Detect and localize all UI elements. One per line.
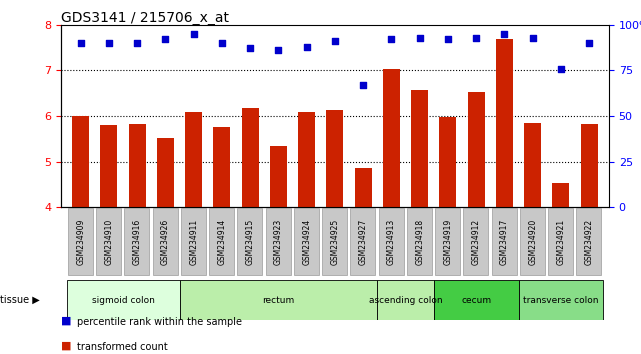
Text: GSM234926: GSM234926 bbox=[161, 218, 170, 265]
Point bbox=[443, 36, 453, 42]
FancyBboxPatch shape bbox=[435, 209, 460, 275]
Point bbox=[76, 40, 86, 46]
Text: GSM234915: GSM234915 bbox=[246, 218, 254, 265]
FancyBboxPatch shape bbox=[153, 209, 178, 275]
Point bbox=[528, 35, 538, 40]
Bar bbox=[553, 183, 569, 207]
Text: GSM234922: GSM234922 bbox=[585, 218, 594, 265]
FancyBboxPatch shape bbox=[96, 209, 121, 275]
Bar bbox=[468, 92, 485, 207]
Bar bbox=[383, 69, 400, 207]
Bar bbox=[157, 138, 174, 207]
Point bbox=[584, 40, 594, 46]
Text: transformed count: transformed count bbox=[77, 342, 168, 352]
Point bbox=[245, 46, 255, 51]
FancyBboxPatch shape bbox=[463, 209, 488, 275]
FancyBboxPatch shape bbox=[237, 209, 262, 275]
Text: GSM234924: GSM234924 bbox=[302, 218, 311, 265]
FancyBboxPatch shape bbox=[209, 209, 234, 275]
Text: ascending colon: ascending colon bbox=[369, 296, 442, 304]
Text: GSM234909: GSM234909 bbox=[76, 218, 85, 265]
Point bbox=[471, 35, 481, 40]
Text: GSM234916: GSM234916 bbox=[133, 218, 142, 265]
Bar bbox=[581, 124, 597, 207]
Bar bbox=[101, 125, 117, 207]
Point bbox=[556, 66, 566, 72]
Bar bbox=[496, 39, 513, 207]
Text: rectum: rectum bbox=[262, 296, 295, 304]
Text: GSM234913: GSM234913 bbox=[387, 218, 396, 265]
Text: GDS3141 / 215706_x_at: GDS3141 / 215706_x_at bbox=[61, 11, 229, 25]
Text: GSM234918: GSM234918 bbox=[415, 218, 424, 265]
FancyBboxPatch shape bbox=[434, 280, 519, 320]
Bar bbox=[411, 90, 428, 207]
Bar bbox=[213, 127, 230, 207]
Point bbox=[358, 82, 369, 88]
Point bbox=[387, 36, 397, 42]
FancyBboxPatch shape bbox=[68, 209, 93, 275]
Text: tissue ▶: tissue ▶ bbox=[0, 295, 40, 305]
Text: GSM234920: GSM234920 bbox=[528, 218, 537, 265]
FancyBboxPatch shape bbox=[266, 209, 290, 275]
FancyBboxPatch shape bbox=[179, 280, 378, 320]
Point bbox=[273, 47, 283, 53]
Text: GSM234917: GSM234917 bbox=[500, 218, 509, 265]
Text: ■: ■ bbox=[61, 341, 71, 350]
FancyBboxPatch shape bbox=[576, 209, 601, 275]
FancyBboxPatch shape bbox=[351, 209, 376, 275]
Bar bbox=[326, 110, 344, 207]
FancyBboxPatch shape bbox=[520, 209, 545, 275]
FancyBboxPatch shape bbox=[67, 280, 179, 320]
FancyBboxPatch shape bbox=[548, 209, 573, 275]
Bar bbox=[270, 145, 287, 207]
Point bbox=[160, 36, 171, 42]
Point bbox=[301, 44, 312, 50]
Text: GSM234911: GSM234911 bbox=[189, 218, 198, 265]
Point bbox=[188, 31, 199, 37]
Text: cecum: cecum bbox=[461, 296, 491, 304]
Text: GSM234912: GSM234912 bbox=[472, 218, 481, 265]
Point bbox=[132, 40, 142, 46]
Text: GSM234919: GSM234919 bbox=[444, 218, 453, 265]
Text: percentile rank within the sample: percentile rank within the sample bbox=[77, 318, 242, 327]
Text: transverse colon: transverse colon bbox=[523, 296, 599, 304]
FancyBboxPatch shape bbox=[379, 209, 404, 275]
Point bbox=[217, 40, 227, 46]
Bar bbox=[185, 112, 202, 207]
Text: sigmoid colon: sigmoid colon bbox=[92, 296, 154, 304]
Point bbox=[330, 38, 340, 44]
Bar bbox=[524, 123, 541, 207]
Bar bbox=[129, 124, 146, 207]
FancyBboxPatch shape bbox=[322, 209, 347, 275]
Text: GSM234910: GSM234910 bbox=[104, 218, 113, 265]
Point bbox=[499, 31, 510, 37]
Bar bbox=[440, 117, 456, 207]
Bar bbox=[242, 108, 259, 207]
Text: GSM234925: GSM234925 bbox=[330, 218, 340, 265]
FancyBboxPatch shape bbox=[492, 209, 517, 275]
Text: ■: ■ bbox=[61, 316, 71, 326]
Text: GSM234923: GSM234923 bbox=[274, 218, 283, 265]
FancyBboxPatch shape bbox=[407, 209, 432, 275]
FancyBboxPatch shape bbox=[294, 209, 319, 275]
Text: GSM234921: GSM234921 bbox=[556, 218, 565, 265]
Text: GSM234914: GSM234914 bbox=[217, 218, 226, 265]
Bar bbox=[354, 169, 372, 207]
FancyBboxPatch shape bbox=[378, 280, 434, 320]
FancyBboxPatch shape bbox=[519, 280, 603, 320]
Bar bbox=[298, 112, 315, 207]
Text: GSM234927: GSM234927 bbox=[359, 218, 368, 265]
Bar bbox=[72, 116, 89, 207]
FancyBboxPatch shape bbox=[124, 209, 149, 275]
Point bbox=[104, 40, 114, 46]
Point bbox=[415, 35, 425, 40]
FancyBboxPatch shape bbox=[181, 209, 206, 275]
